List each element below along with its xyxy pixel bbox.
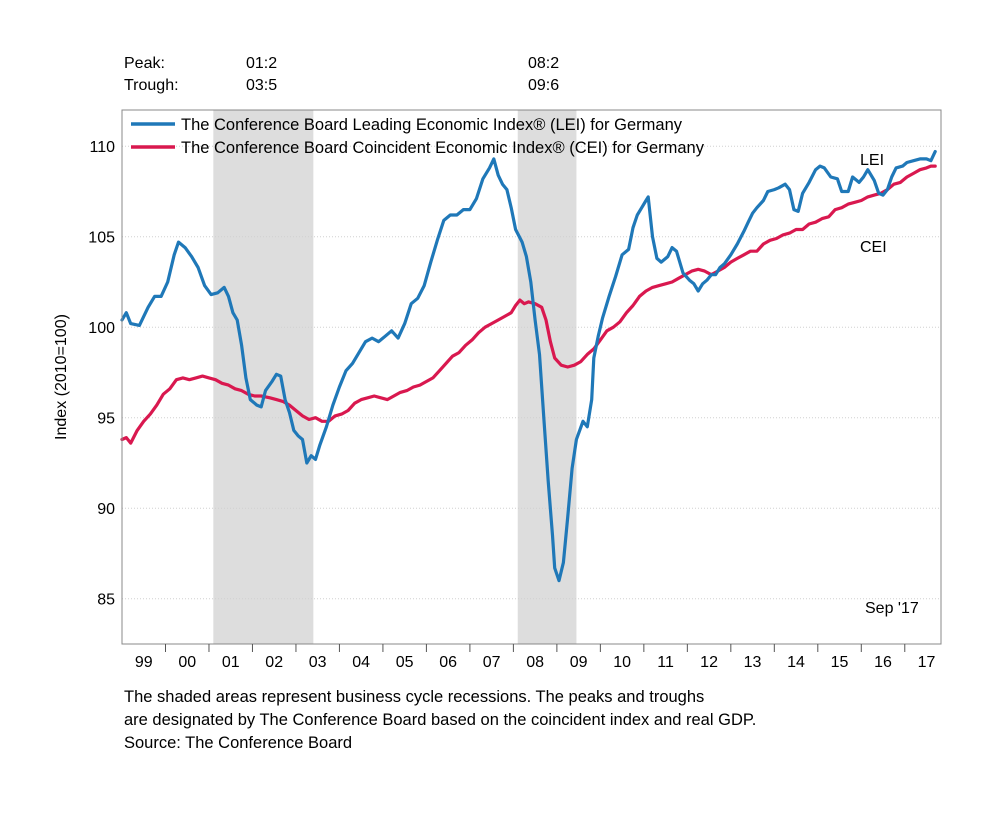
y-axis-label: Index (2010=100)	[53, 314, 70, 440]
recession-band	[517, 110, 577, 644]
x-tick-label: 11	[657, 654, 674, 671]
series-label-lei: LEI	[860, 152, 884, 169]
y-tick-label: 95	[97, 411, 115, 428]
series-label-cei: CEI	[860, 239, 887, 256]
x-tick-label: 17	[918, 654, 936, 671]
x-tick-label: 00	[178, 654, 196, 671]
x-tick-label: 01	[222, 654, 240, 671]
footnote-line-1: The shaded areas represent business cycl…	[124, 688, 705, 706]
legend-label-cei: The Conference Board Coincident Economic…	[181, 139, 705, 157]
recession-2-peak: 08:2	[528, 55, 560, 72]
recession-1-trough: 03:5	[246, 77, 278, 94]
x-tick-label: 04	[352, 654, 370, 671]
y-tick-label: 85	[97, 592, 115, 609]
legend: The Conference Board Leading Economic In…	[131, 116, 705, 157]
x-tick-label: 16	[874, 654, 892, 671]
recession-2-trough: 09:6	[528, 77, 560, 94]
recession-band	[213, 110, 314, 644]
x-tick-label: 09	[570, 654, 588, 671]
line-chart: 85 90 95 100 105 110 99 00 01 02 03 04 05 06 07 08 09 10…	[53, 109, 942, 671]
y-axis-ticks: 85 90 95 100 105 110	[88, 139, 115, 609]
footnote-line-2: are designated by The Conference Board b…	[124, 711, 757, 729]
plot-frame	[121, 109, 942, 645]
x-tick-label: 14	[787, 654, 805, 671]
recession-bands	[213, 110, 577, 644]
y-tick-label: 100	[88, 320, 115, 337]
peak-label: Peak:	[124, 55, 165, 72]
y-tick-label: 110	[89, 139, 115, 156]
x-tick-label: 10	[613, 654, 631, 671]
x-axis-ticks: 99 00 01 02 03 04 05 06 07 08 09 10 11 12 13 14 15 16 17	[135, 644, 936, 671]
x-tick-label: 12	[700, 654, 718, 671]
series-lines	[120, 150, 937, 583]
x-tick-label: 03	[309, 654, 327, 671]
y-tick-label: 105	[88, 230, 115, 247]
y-tick-label: 90	[97, 501, 115, 518]
x-tick-label: 07	[483, 654, 501, 671]
x-tick-label: 15	[831, 654, 849, 671]
lei-line	[120, 150, 937, 583]
x-tick-label: 13	[744, 654, 762, 671]
x-tick-label: 02	[265, 654, 283, 671]
x-tick-label: 99	[135, 654, 153, 671]
x-tick-label: 08	[526, 654, 544, 671]
x-tick-label: 06	[439, 654, 457, 671]
cei-line	[120, 164, 937, 445]
recession-1-peak: 01:2	[246, 55, 278, 72]
legend-label-lei: The Conference Board Leading Economic In…	[181, 116, 683, 134]
x-tick-label: 05	[396, 654, 414, 671]
trough-label: Trough:	[124, 77, 179, 94]
footnote-source: Source: The Conference Board	[124, 734, 353, 752]
date-annotation: Sep '17	[865, 600, 919, 617]
